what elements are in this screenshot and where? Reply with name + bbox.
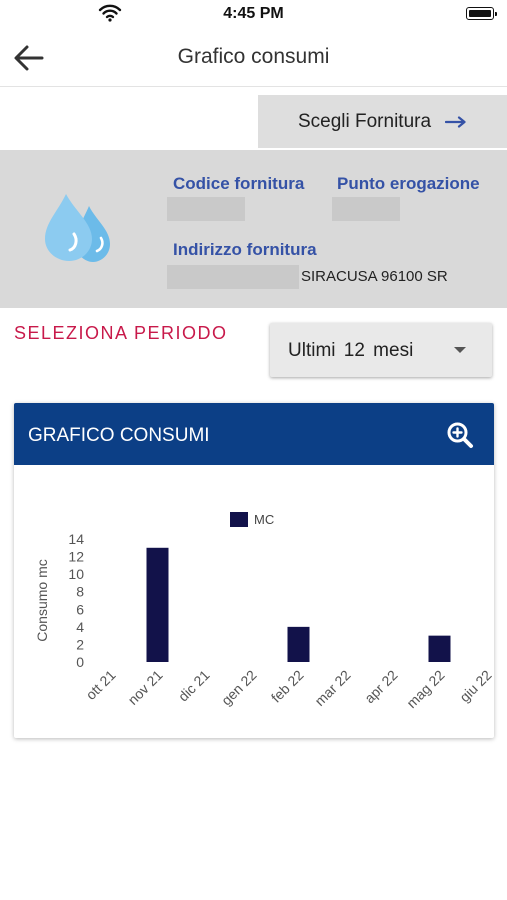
legend-label: MC (254, 512, 274, 527)
app-header: Grafico consumi (0, 30, 507, 87)
chart-bar (146, 547, 169, 662)
chevron-down-icon (454, 347, 466, 353)
consumption-chart-card: GRAFICO CONSUMI MC Consumo mc 0 2 4 6 8 10 12 14 o… (14, 403, 494, 738)
delivery-point-label: Punto erogazione (337, 174, 480, 193)
chart-bar (287, 626, 310, 662)
y-tick-label: 10 (68, 566, 84, 582)
y-tick-label: 2 (76, 636, 84, 652)
supply-address-street (167, 265, 299, 289)
battery-icon (466, 7, 497, 20)
period-dropdown[interactable]: Ultimi 12 mesi (270, 323, 492, 377)
x-tick-label: nov 21 (125, 667, 166, 708)
page-title: Grafico consumi (177, 45, 330, 68)
period-selected-value: Ultimi 12 mesi (288, 340, 414, 361)
supply-info-panel: Codice fornitura Punto erogazione Indiri… (0, 150, 507, 308)
x-tick-label: mag 22 (403, 667, 447, 711)
chart-card-header: GRAFICO CONSUMI (14, 403, 494, 465)
x-tick-label: dic 21 (175, 667, 213, 705)
status-time: 4:45 PM (223, 5, 284, 22)
back-arrow-icon[interactable] (12, 42, 46, 74)
chart-card-title: GRAFICO CONSUMI (28, 425, 210, 446)
y-tick-label: 6 (76, 601, 84, 617)
wifi-icon (98, 4, 122, 22)
status-bar: 4:45 PM (0, 0, 507, 30)
supply-address-label: Indirizzo fornitura (173, 240, 317, 259)
y-axis-label: Consumo mc (34, 559, 50, 641)
y-tick-label: 8 (76, 584, 84, 600)
x-tick-label: mar 22 (311, 667, 353, 709)
arrow-right-icon (445, 115, 466, 128)
chart-bar (428, 635, 451, 662)
supply-address-city: SIRACUSA 96100 SR (301, 268, 448, 285)
x-tick-label: gen 22 (218, 667, 260, 709)
x-tick-label: feb 22 (268, 667, 307, 706)
y-tick-label: 4 (76, 619, 84, 635)
x-tick-label: giu 22 (456, 667, 494, 705)
x-tick-label: ott 21 (83, 667, 119, 703)
water-drops-icon (45, 194, 110, 262)
x-tick-label: apr 22 (361, 667, 401, 707)
supply-code-value (167, 197, 245, 221)
legend-swatch (230, 512, 248, 527)
choose-supply-label: Scegli Fornitura (297, 110, 432, 132)
zoom-in-icon[interactable] (446, 421, 474, 449)
delivery-point-value (332, 197, 400, 221)
choose-supply-button[interactable]: Scegli Fornitura (258, 95, 507, 148)
supply-code-label: Codice fornitura (173, 174, 305, 193)
y-tick-label: 0 (76, 654, 84, 670)
select-period-label: SELEZIONA PERIODO (14, 323, 228, 343)
y-tick-label: 12 (68, 549, 84, 565)
y-tick-label: 14 (68, 531, 84, 547)
